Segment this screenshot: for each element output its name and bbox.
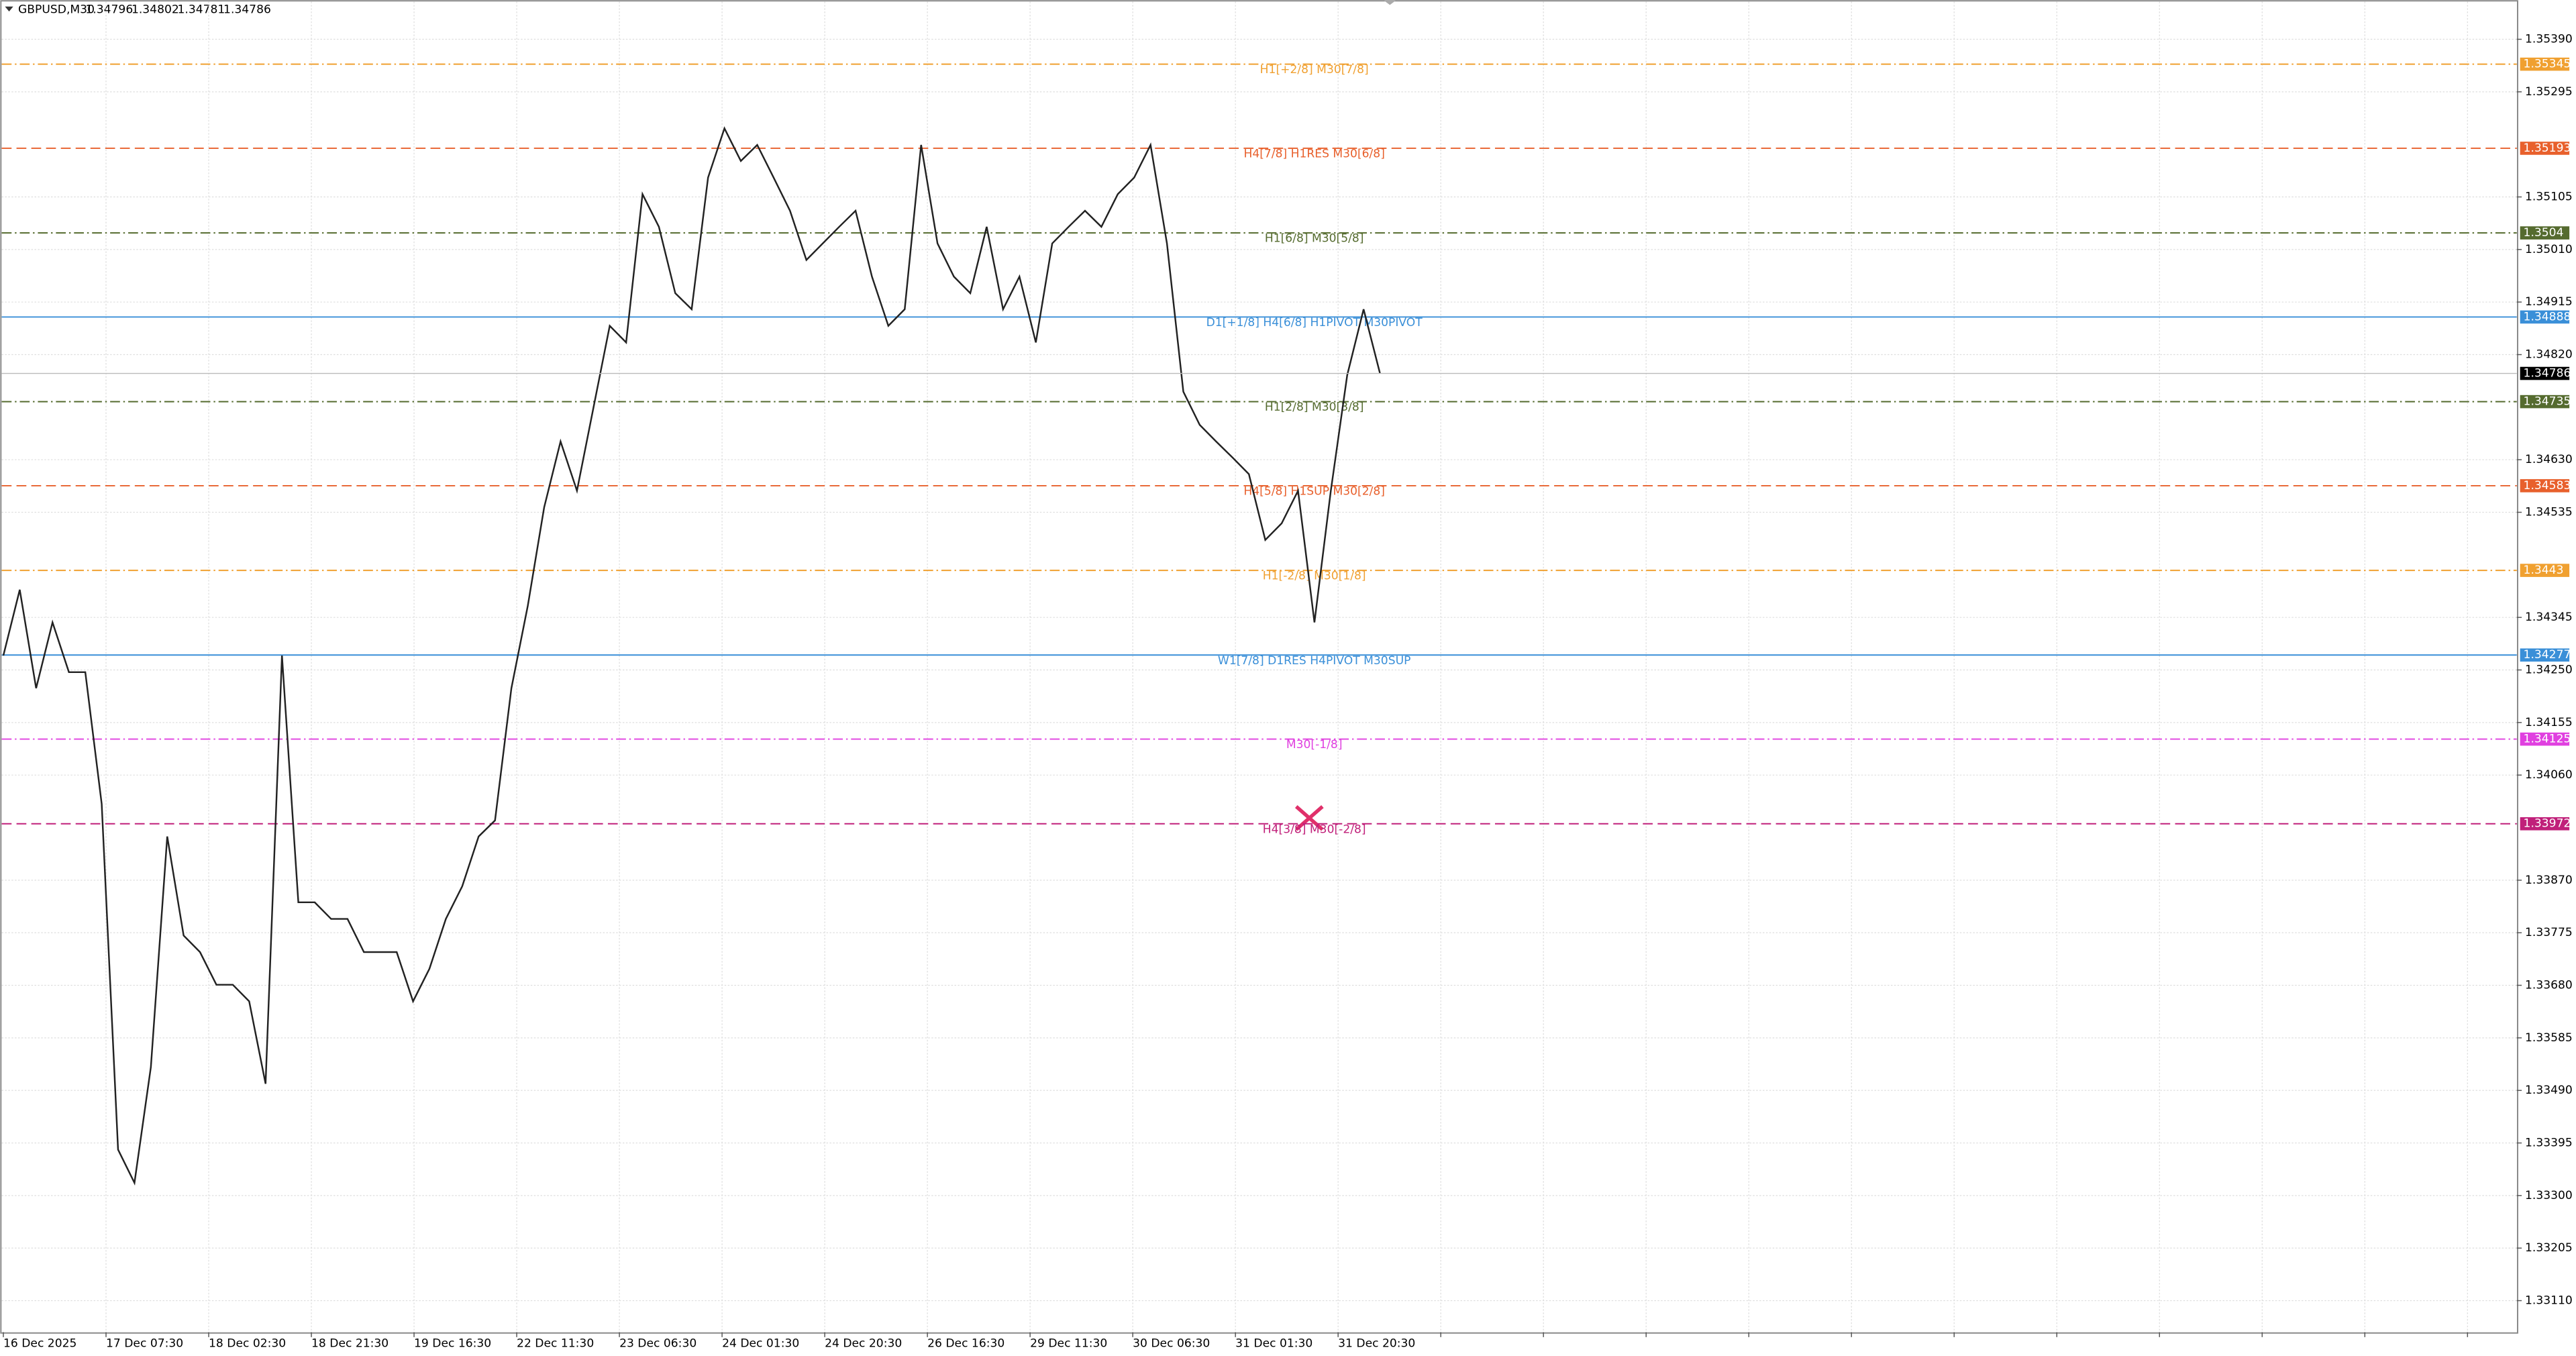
price-box-label: 1.34125: [2524, 733, 2571, 746]
price-box: [2520, 732, 2570, 746]
price-box: [2520, 310, 2570, 324]
y-tick-label: 1.34535: [2525, 506, 2573, 519]
price-box-label: 1.35193: [2524, 142, 2571, 155]
price-line: [2, 126, 1381, 1186]
x-tick-label: 31 Dec 20:30: [1338, 1337, 1415, 1351]
price-box-label: 1.34277: [2524, 648, 2571, 662]
price-box-label: 1.3504: [2524, 226, 2564, 240]
level-label: H4[3/8] M30[-2/8]: [1263, 823, 1366, 836]
y-tick-label: 1.33775: [2525, 926, 2573, 939]
price-box: [2520, 564, 2570, 577]
x-tick-label: 22 Dec 11:30: [517, 1337, 594, 1351]
y-tick-label: 1.33870: [2525, 874, 2573, 887]
y-tick-label: 1.35295: [2525, 85, 2573, 99]
current-price-label: 1.34786: [2524, 367, 2571, 380]
price-box: [2520, 57, 2570, 71]
y-tick-label: 1.35105: [2525, 191, 2573, 204]
x-tick-label: 18 Dec 02:30: [209, 1337, 286, 1351]
quote-value: 1.34786: [223, 3, 271, 17]
x-tick-label: 24 Dec 20:30: [825, 1337, 902, 1351]
y-tick-label: 1.35390: [2525, 33, 2573, 46]
price-box-label: 1.3443: [2524, 564, 2564, 577]
symbol-title: GBPUSD,M30: [18, 3, 95, 17]
level-label: H1[+2/8] M30[7/8]: [1260, 63, 1369, 76]
quote-value: 1.34796: [85, 3, 133, 17]
y-tick-label: 1.33205: [2525, 1241, 2573, 1255]
y-tick-label: 1.33110: [2525, 1294, 2573, 1308]
price-box-label: 1.34888: [2524, 310, 2571, 323]
x-tick-label: 23 Dec 06:30: [619, 1337, 697, 1351]
x-tick-label: 17 Dec 07:30: [106, 1337, 183, 1351]
x-tick-label: 16 Dec 2025: [3, 1337, 76, 1351]
y-tick-label: 1.33300: [2525, 1189, 2573, 1202]
y-tick-label: 1.35010: [2525, 243, 2573, 256]
y-tick-label: 1.33490: [2525, 1084, 2573, 1097]
price-box: [2520, 817, 2570, 831]
collapse-icon[interactable]: [5, 6, 13, 12]
current-price-box: [2520, 366, 2570, 380]
level-label: H4[7/8] H1RES M30[6/8]: [1243, 148, 1384, 161]
cross-marker: [1294, 805, 1324, 831]
level-label: W1[7/8] D1RES H4PIVOT M30SUP: [1218, 654, 1411, 668]
price-box-label: 1.34735: [2524, 395, 2571, 409]
y-tick-label: 1.34915: [2525, 295, 2573, 309]
price-box: [2520, 648, 2570, 662]
y-tick-label: 1.34820: [2525, 348, 2573, 362]
level-label: H1[2/8] M30[3/8]: [1265, 401, 1364, 414]
y-tick-label: 1.34250: [2525, 664, 2573, 677]
level-label: D1[+1/8] H4[6/8] H1PIVOT M30PIVOT: [1206, 316, 1423, 329]
x-tick-label: 26 Dec 16:30: [927, 1337, 1004, 1351]
x-tick-label: 18 Dec 21:30: [311, 1337, 389, 1351]
y-tick-label: 1.33395: [2525, 1137, 2573, 1150]
level-label: H1[6/8] M30[5/8]: [1265, 232, 1364, 246]
x-tick-label: 24 Dec 01:30: [722, 1337, 799, 1351]
price-box: [2520, 395, 2570, 409]
y-tick-label: 1.34155: [2525, 716, 2573, 729]
y-tick-label: 1.34345: [2525, 611, 2573, 624]
y-tick-label: 1.34630: [2525, 453, 2573, 466]
y-tick-label: 1.33680: [2525, 979, 2573, 992]
quote-value: 1.34802: [132, 3, 179, 17]
price-box-label: 1.34583: [2524, 479, 2571, 492]
y-tick-label: 1.33585: [2525, 1031, 2573, 1045]
price-box-label: 1.33972: [2524, 817, 2571, 831]
plot-frame: [0, 0, 2518, 1334]
x-tick-label: 29 Dec 11:30: [1030, 1337, 1107, 1351]
shift-marker: [1383, 0, 1397, 5]
x-tick-label: 31 Dec 01:30: [1235, 1337, 1312, 1351]
price-box: [2520, 226, 2570, 240]
x-tick-label: 19 Dec 16:30: [414, 1337, 491, 1351]
level-label: H4[5/8] H1SUP M30[2/8]: [1243, 485, 1385, 499]
level-label: H1[-2/8] M30[1/8]: [1263, 570, 1366, 583]
x-tick-label: 30 Dec 06:30: [1133, 1337, 1210, 1351]
price-box: [2520, 142, 2570, 155]
y-tick-label: 1.34060: [2525, 768, 2573, 782]
price-box-label: 1.35345: [2524, 58, 2571, 71]
level-label: M30[-1/8]: [1286, 738, 1343, 751]
quote-value: 1.34781: [178, 3, 225, 17]
price-box: [2520, 479, 2570, 492]
